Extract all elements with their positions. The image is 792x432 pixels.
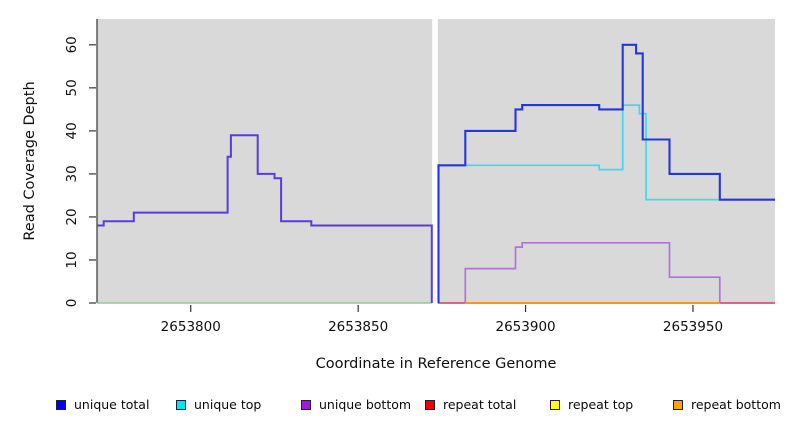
legend-label: unique bottom (319, 397, 412, 412)
legend-label: repeat total (443, 397, 517, 412)
legend-swatch-icon (176, 400, 186, 410)
y-tick-label: 30 (64, 165, 80, 182)
y-tick-label: 40 (64, 122, 80, 139)
legend-item-repeat-total: repeat total (425, 397, 516, 413)
chart-canvas: 2653800 2653850 2653900 2653950 0 10 20 30 40 50 6… (64, 19, 775, 335)
legend-item-unique-bottom: unique bottom (301, 397, 411, 413)
series-unique-top-cyan (438, 104, 775, 201)
series-unique-bottom-purple (464, 241, 721, 303)
legend-item-repeat-bottom: repeat bottom (673, 397, 781, 413)
legend-label: repeat top (568, 397, 634, 412)
y-tick-label: 10 (64, 251, 80, 268)
x-tick-label: 2653800 (161, 319, 221, 335)
y-tick-label: 50 (64, 79, 80, 96)
x-axis-label: Coordinate in Reference Genome (315, 356, 557, 372)
legend-swatch-icon (56, 400, 66, 410)
coverage-gap-mask (432, 19, 438, 303)
y-tick-label: 0 (64, 299, 80, 308)
y-axis-label: Read Coverage Depth (22, 81, 38, 241)
legend-item-repeat-top: repeat top (550, 397, 633, 413)
y-tick-label: 20 (64, 208, 80, 225)
legend-swatch-icon (673, 400, 683, 410)
x-tick-label: 2653850 (328, 319, 388, 335)
legend-swatch-icon (425, 400, 435, 410)
legend-item-unique-total: unique total (56, 397, 149, 413)
x-tick-label: 2653900 (496, 319, 556, 335)
series-unique-total-right-blue (437, 43, 775, 303)
legend-label: unique top (194, 397, 262, 412)
series-unique-total-left-violet (97, 134, 433, 303)
legend-swatch-icon (301, 400, 311, 410)
y-tick-label: 60 (64, 36, 80, 53)
legend-label: unique total (74, 397, 150, 412)
legend-item-unique-top: unique top (176, 397, 261, 413)
legend-label: repeat bottom (691, 397, 781, 412)
x-tick-label: 2653950 (663, 319, 723, 335)
legend-swatch-icon (550, 400, 560, 410)
